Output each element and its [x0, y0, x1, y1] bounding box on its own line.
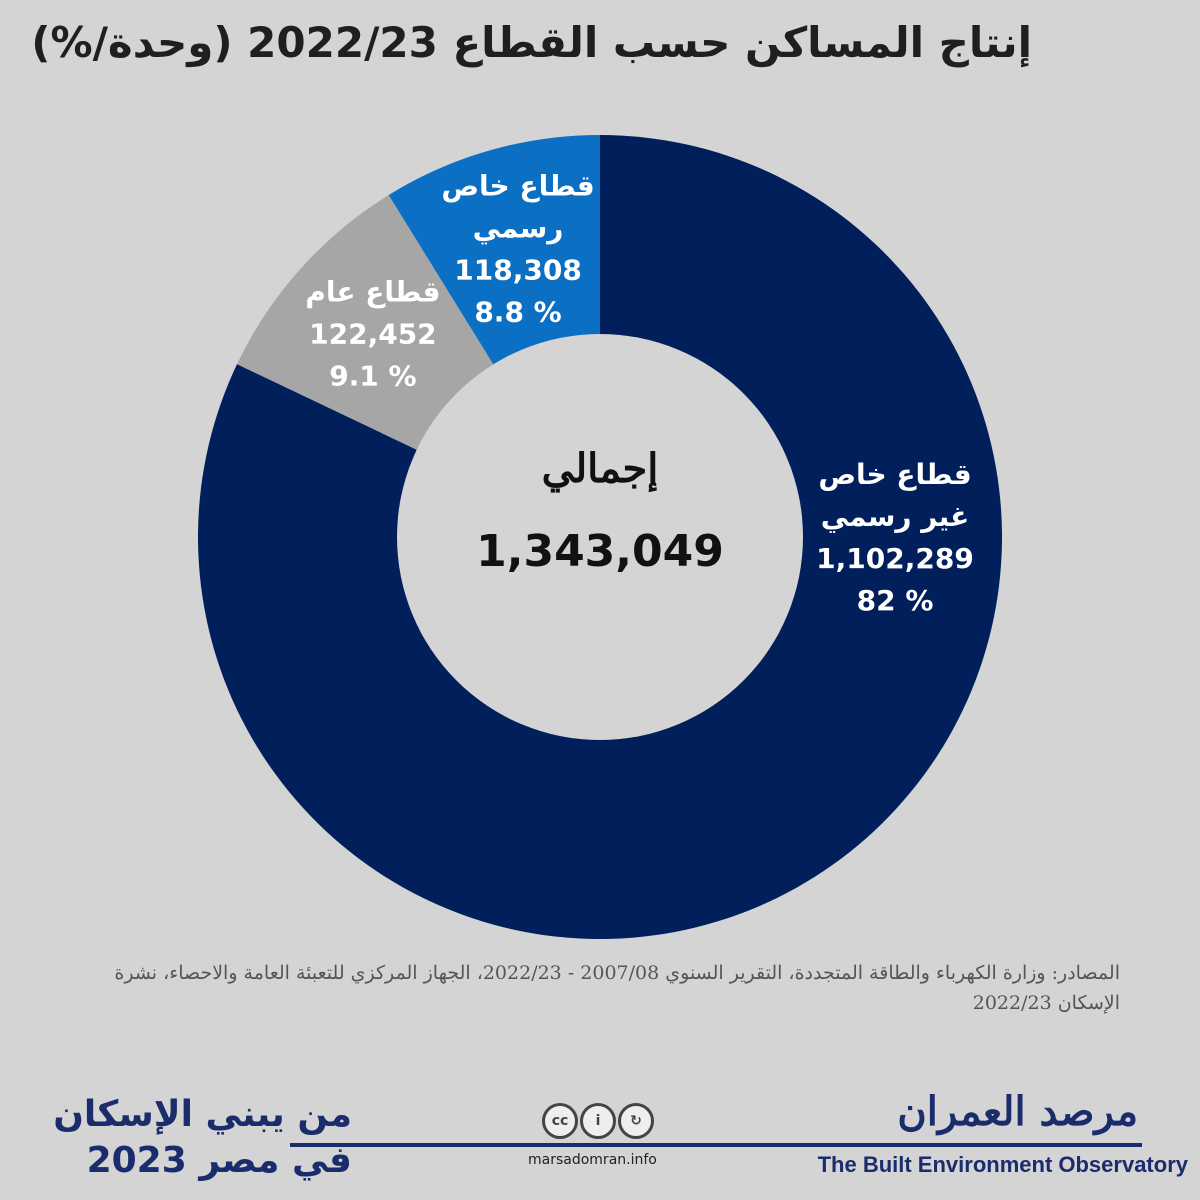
license-icons: cc i ↻ [542, 1103, 654, 1139]
slice-label-percent: 9.1 % [329, 359, 416, 392]
slice-label-percent: 82 % [857, 584, 934, 617]
brand-logo-arabic: مرصد العمران [897, 1088, 1138, 1135]
center-total: 1,343,049 [476, 526, 724, 577]
slice-label-value: 122,452 [309, 317, 437, 350]
slice-label-name: قطاع خاص [818, 458, 971, 491]
series-title-line1: من يبني الإسكان [53, 1094, 352, 1135]
center-caption: إجمالي [542, 445, 659, 493]
slice-label-name2: غير رسمي [821, 500, 969, 533]
by-icon: i [580, 1103, 616, 1139]
slice-label-value: 1,102,289 [816, 542, 974, 575]
brand-name-english: The Built Environment Observatory [817, 1152, 1188, 1177]
slice-label-name: قطاع عام [305, 275, 440, 308]
sa-icon: ↻ [618, 1103, 654, 1139]
donut-hole [397, 334, 803, 740]
footer-divider [290, 1143, 1142, 1147]
slice-label-name2: رسمي [473, 211, 564, 244]
chart-title: إنتاج المساكن حسب القطاع 2022/23 (وحدة/%… [31, 18, 1032, 67]
website-link[interactable]: marsadomran.info [528, 1152, 657, 1168]
slice-label-percent: 8.8 % [474, 295, 561, 328]
cc-icon: cc [542, 1103, 578, 1139]
slice-label-value: 118,308 [454, 253, 582, 286]
series-title: من يبني الإسكان في مصر 2023 [22, 1092, 352, 1184]
slice-label-name: قطاع خاص [441, 169, 594, 202]
source-note: المصادر: وزارة الكهرباء والطاقة المتجددة… [114, 962, 1120, 1014]
